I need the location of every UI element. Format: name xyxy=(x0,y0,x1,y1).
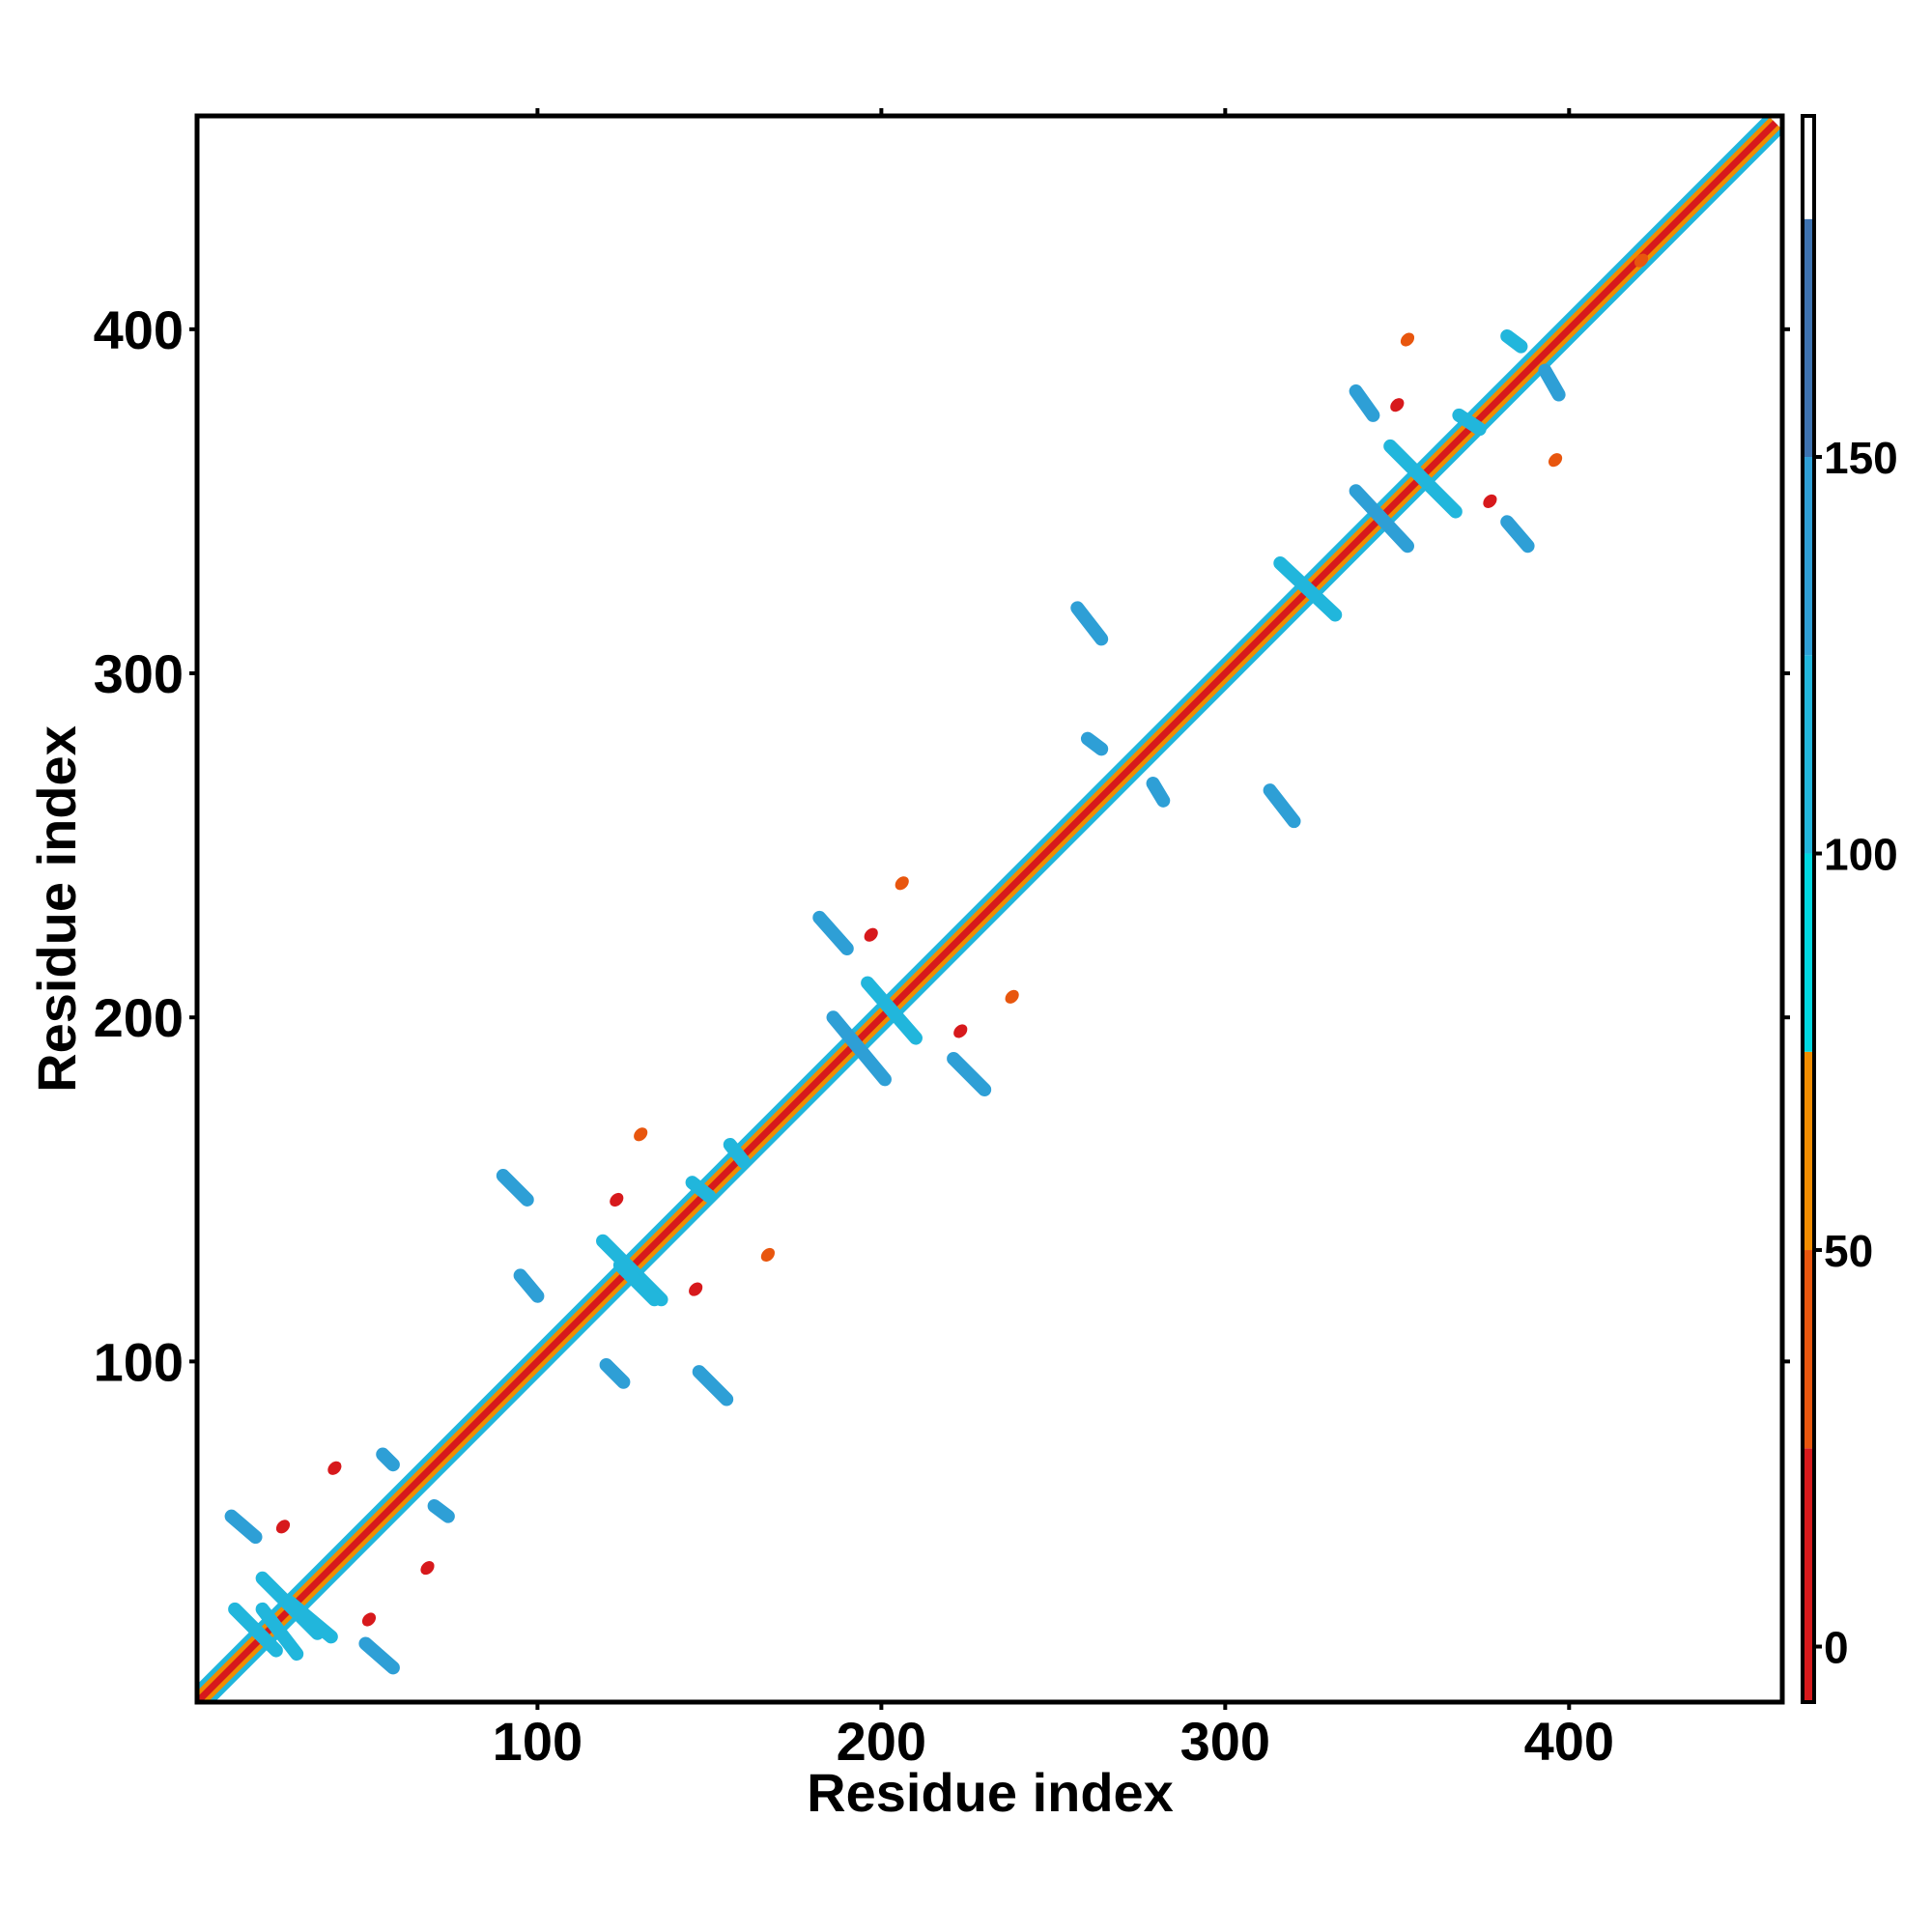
x-tick-label: 200 xyxy=(837,1711,926,1772)
colorbar-tick-label: 100 xyxy=(1824,830,1898,880)
contact-patch-1 xyxy=(634,1127,648,1142)
contact-segment-9 xyxy=(496,1169,534,1207)
contact-segment-28 xyxy=(1383,439,1463,519)
contact-patch-11 xyxy=(275,1520,291,1534)
contact-segment-30 xyxy=(1500,328,1528,354)
colorbar-frame xyxy=(1801,114,1816,1704)
y-axis: 100 200 300 400 xyxy=(94,299,1790,1392)
contact-patch-8 xyxy=(610,1192,624,1208)
contact-patch-6 xyxy=(1548,453,1563,468)
contact-segment-1 xyxy=(224,1509,263,1545)
contact-patch-17 xyxy=(420,1561,435,1576)
contact-segment-10 xyxy=(513,1268,545,1303)
plot-frame xyxy=(194,113,1785,1705)
contact-segment-7 xyxy=(376,1447,400,1472)
colorbar-band-6 xyxy=(1803,457,1814,656)
contact-segment-25 xyxy=(1273,556,1343,622)
contact-segment-15 xyxy=(685,1176,717,1204)
y-tick-label: 400 xyxy=(94,299,184,360)
contact-patch-4 xyxy=(1005,989,1019,1004)
contact-segment-29 xyxy=(1500,515,1535,554)
contact-patch-3 xyxy=(895,876,909,891)
contact-segment-24 xyxy=(1263,783,1301,829)
colorbar-band-7 xyxy=(1803,218,1814,458)
colorbar-band-3 xyxy=(1803,1051,1814,1251)
y-axis-title: Residue index xyxy=(26,725,87,1093)
contact-segment-16 xyxy=(723,1137,751,1169)
contact-segment-21 xyxy=(1070,601,1109,646)
x-axis-title: Residue index xyxy=(807,1762,1174,1823)
y-tick-label: 200 xyxy=(94,987,184,1048)
contact-segment-4 xyxy=(255,1602,304,1662)
x-tick-label: 400 xyxy=(1524,1711,1614,1772)
colorbar: 0 50 100 150 xyxy=(1801,114,1898,1704)
contact-segment-27 xyxy=(1349,484,1414,554)
colorbar-band-4 xyxy=(1803,853,1814,1052)
contact-patch-2 xyxy=(760,1247,775,1263)
contact-segment-23 xyxy=(1146,776,1171,808)
contact-segment-18 xyxy=(826,1010,892,1087)
colorbar-band-5 xyxy=(1803,655,1814,854)
contact-segment-3 xyxy=(228,1602,283,1658)
contact-segment-6 xyxy=(358,1636,400,1675)
contact-segment-8 xyxy=(427,1498,455,1523)
colorbar-tick-label: 150 xyxy=(1824,433,1898,483)
contact-patch-14 xyxy=(1390,398,1405,412)
contact-segment-22 xyxy=(1080,731,1109,756)
contact-segment-14 xyxy=(612,1258,662,1307)
contact-patch-10 xyxy=(361,1612,377,1627)
x-tick-label: 100 xyxy=(493,1711,582,1772)
colorbar-band-2 xyxy=(1803,1250,1814,1449)
colorbar-tick-label: 50 xyxy=(1824,1226,1873,1276)
contact-segment-17 xyxy=(812,910,854,955)
contact-segment-26 xyxy=(1349,384,1380,422)
contact-patch-16 xyxy=(327,1461,342,1475)
y-tick-label: 100 xyxy=(94,1331,184,1392)
colorbar-tick-label: 0 xyxy=(1824,1623,1849,1673)
contact-segment-5 xyxy=(283,1595,338,1644)
contact-segment-12 xyxy=(692,1365,734,1406)
y-tick-label: 300 xyxy=(94,643,184,704)
contact-segment-19 xyxy=(861,976,923,1045)
x-tick-label: 300 xyxy=(1180,1711,1270,1772)
contact-segment-32 xyxy=(1452,408,1487,437)
x-axis: 100 200 300 400 xyxy=(493,108,1614,1772)
colorbar-band-8 xyxy=(1803,116,1814,219)
contact-segment-11 xyxy=(599,1357,631,1389)
plot-area xyxy=(197,116,1782,1702)
contact-segment-31 xyxy=(1538,363,1566,402)
contact-patch-12 xyxy=(953,1024,968,1038)
colorbar-band-1 xyxy=(1803,1448,1814,1702)
contact-patch-15 xyxy=(1483,494,1497,508)
diagonal-band-core xyxy=(197,120,1778,1702)
contact-patch-9 xyxy=(689,1282,703,1296)
contact-patch-5 xyxy=(1400,332,1415,347)
contact-segment-20 xyxy=(947,1051,992,1096)
contact-patch-13 xyxy=(864,927,878,942)
contact-patch-7 xyxy=(1634,253,1649,268)
